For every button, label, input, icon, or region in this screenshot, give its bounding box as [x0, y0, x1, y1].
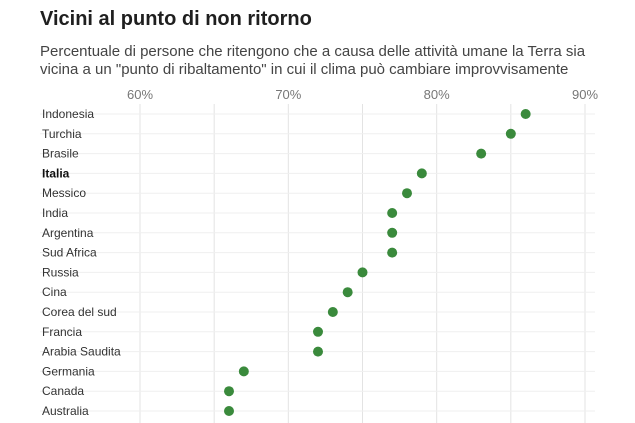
data-point [357, 267, 368, 278]
data-point [238, 366, 249, 377]
category-label: India [42, 206, 68, 220]
data-point [520, 109, 531, 119]
x-tick-labels: 60% 70% 80% 90% [127, 87, 598, 102]
data-points [224, 109, 531, 416]
data-point [342, 287, 353, 298]
data-point [476, 148, 487, 159]
category-label: Turchia [42, 127, 82, 141]
data-point [505, 128, 516, 139]
data-point [416, 168, 427, 179]
category-label: Francia [42, 325, 82, 339]
data-point [224, 386, 234, 397]
x-tick-label: 70% [275, 87, 301, 102]
category-label: Cina [42, 285, 67, 299]
category-label: Indonesia [42, 107, 94, 121]
data-point [402, 188, 412, 199]
data-point [387, 247, 398, 258]
category-label: Russia [42, 265, 79, 279]
category-label: Corea del sud [42, 305, 117, 319]
category-label: Messico [42, 186, 86, 200]
category-label: Italia [42, 166, 70, 180]
data-point [387, 227, 398, 238]
data-point [327, 307, 338, 317]
grid-lines [40, 104, 595, 423]
data-point [224, 406, 234, 416]
category-label: Sud Africa [42, 246, 97, 260]
category-label: Australia [42, 404, 89, 418]
category-label: Argentina [42, 226, 94, 240]
chart-title: Vicini al punto di non ritorno [40, 8, 312, 30]
data-point [313, 326, 323, 337]
category-labels: Indonesia Turchia Brasile Italia Messico Indi… [42, 107, 121, 418]
x-tick-label: 80% [424, 87, 450, 102]
category-label: Brasile [42, 147, 79, 161]
data-point [387, 208, 398, 218]
category-label: Canada [42, 384, 84, 398]
data-point [313, 346, 323, 357]
category-label: Germania [42, 364, 95, 378]
category-label: Arabia Saudita [42, 345, 121, 359]
chart-subtitle: Percentuale di persone che ritengono che… [40, 43, 586, 78]
x-tick-label: 60% [127, 87, 153, 102]
x-tick-label: 90% [572, 87, 598, 102]
